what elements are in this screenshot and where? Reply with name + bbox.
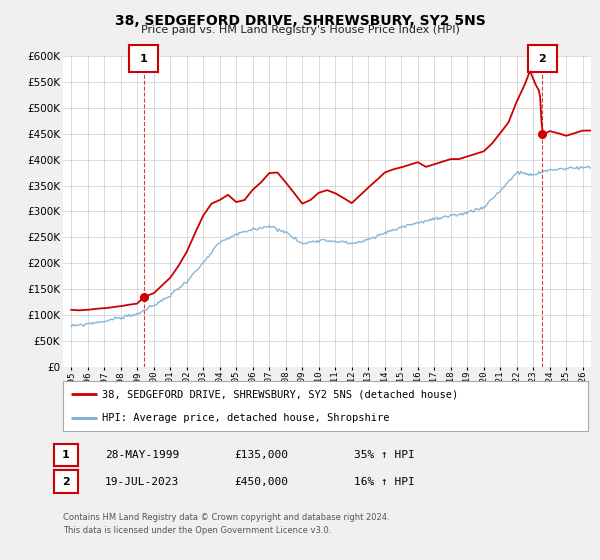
Text: HPI: Average price, detached house, Shropshire: HPI: Average price, detached house, Shro… bbox=[103, 413, 390, 423]
Text: 16% ↑ HPI: 16% ↑ HPI bbox=[354, 477, 415, 487]
Text: 1: 1 bbox=[140, 54, 148, 64]
Text: 38, SEDGEFORD DRIVE, SHREWSBURY, SY2 5NS (detached house): 38, SEDGEFORD DRIVE, SHREWSBURY, SY2 5NS… bbox=[103, 389, 458, 399]
Text: 2: 2 bbox=[62, 477, 70, 487]
Text: 38, SEDGEFORD DRIVE, SHREWSBURY, SY2 5NS: 38, SEDGEFORD DRIVE, SHREWSBURY, SY2 5NS bbox=[115, 14, 485, 28]
Text: £135,000: £135,000 bbox=[234, 450, 288, 460]
Text: 19-JUL-2023: 19-JUL-2023 bbox=[105, 477, 179, 487]
Text: Price paid vs. HM Land Registry's House Price Index (HPI): Price paid vs. HM Land Registry's House … bbox=[140, 25, 460, 35]
Text: Contains HM Land Registry data © Crown copyright and database right 2024.: Contains HM Land Registry data © Crown c… bbox=[63, 514, 389, 522]
Text: 1: 1 bbox=[62, 450, 70, 460]
Text: 35% ↑ HPI: 35% ↑ HPI bbox=[354, 450, 415, 460]
Text: 2: 2 bbox=[538, 54, 546, 64]
Text: £450,000: £450,000 bbox=[234, 477, 288, 487]
Text: This data is licensed under the Open Government Licence v3.0.: This data is licensed under the Open Gov… bbox=[63, 526, 331, 535]
Text: 28-MAY-1999: 28-MAY-1999 bbox=[105, 450, 179, 460]
